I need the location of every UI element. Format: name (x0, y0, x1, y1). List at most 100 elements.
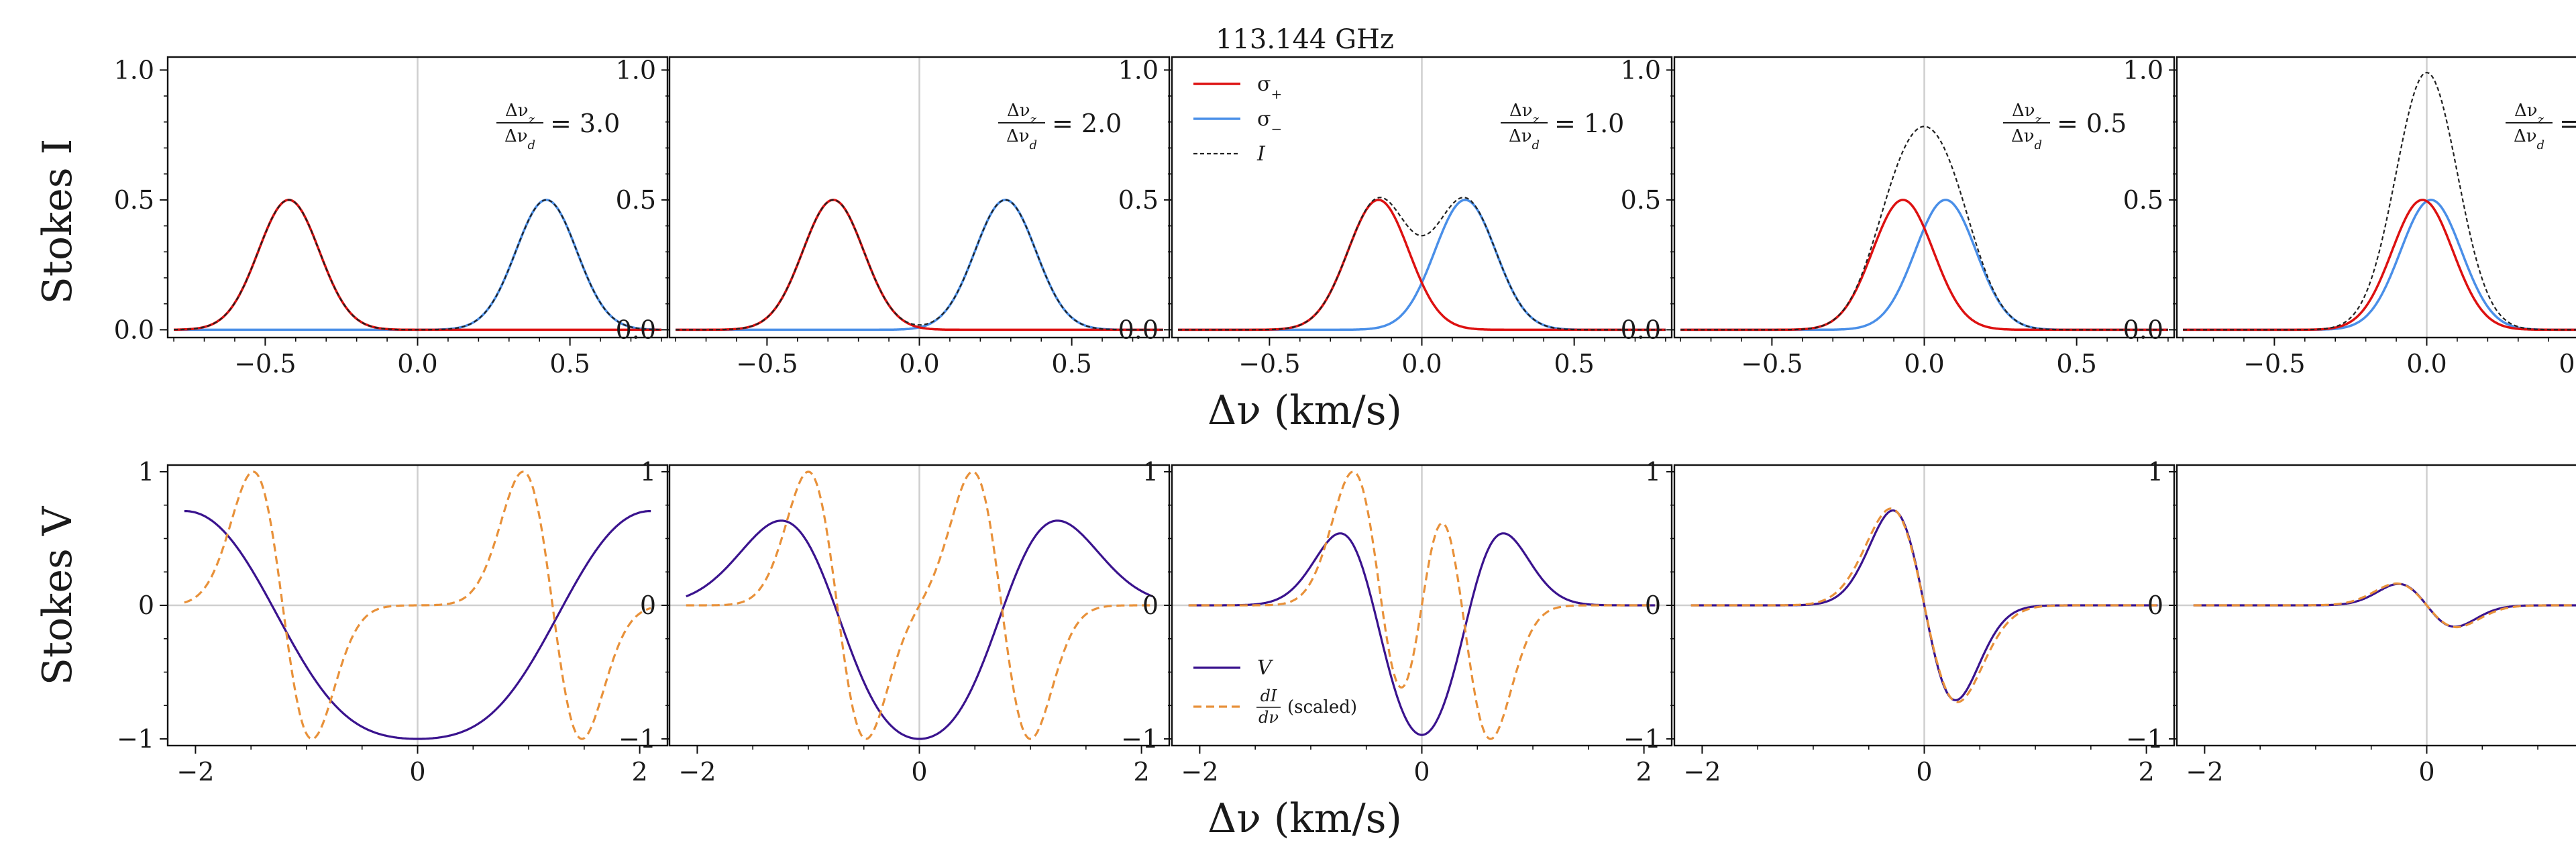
x-tick-label: 0.5 (1051, 349, 1091, 378)
ratio-numerator: Δνz (2012, 101, 2042, 127)
legend-label: σ+ (1257, 72, 1282, 102)
dI-dnu-line (2193, 582, 2576, 629)
stokes-i-line (1178, 197, 1666, 331)
legend-label: σ− (1257, 107, 1282, 137)
y-tick-label: 1.0 (1621, 55, 1661, 85)
legend-label: dI (1260, 687, 1277, 705)
legend-label: (scaled) (1287, 697, 1357, 717)
curves (686, 470, 1153, 740)
y-tick-label: 0.0 (1118, 315, 1159, 344)
xlabel-bottom: Δν (km/s) (1208, 795, 1402, 842)
curves (1188, 470, 1656, 740)
curves (1680, 125, 2168, 332)
x-tick-label: 0 (911, 757, 927, 787)
y-tick-label: 0 (1142, 591, 1159, 620)
y-tick-label: 0 (1645, 591, 1661, 620)
ratio-denominator: Δνd (1006, 126, 1037, 152)
y-tick-label: 0.5 (1621, 185, 1661, 215)
y-tick-label: 0 (640, 591, 656, 620)
sigma-minus-line (2183, 199, 2576, 332)
y-tick-label: 1.0 (114, 55, 154, 85)
x-tick-label: 0.5 (549, 349, 590, 378)
ratio-numerator: Δνz (1509, 101, 1540, 127)
stokes-v-panel-1: −2 0 2−101 (117, 457, 669, 787)
stokes-i-line (1680, 125, 2168, 331)
ratio-numerator: Δνz (2514, 101, 2544, 127)
x-tick-label: 0.5 (2559, 349, 2576, 378)
stokes-v-line (686, 519, 1153, 740)
x-tick-label: 0.0 (397, 349, 437, 378)
x-tick-label: 0 (1413, 757, 1430, 787)
y-tick-label: 0.0 (114, 315, 154, 344)
x-tick-label: 0.0 (1904, 349, 1944, 378)
x-tick-label: −0.5 (736, 349, 798, 378)
x-tick-label: −0.5 (2243, 349, 2305, 378)
stokes-v-line (184, 510, 651, 740)
curves (174, 199, 661, 332)
sigma-plus-line (2183, 199, 2576, 332)
y-tick-label: 1.0 (616, 55, 656, 85)
dI-dnu-line (184, 470, 651, 740)
x-tick-label: 0 (2418, 757, 2434, 787)
y-tick-label: 1 (1645, 457, 1661, 487)
y-tick-label: 1 (640, 457, 656, 487)
y-tick-label: −1 (619, 724, 656, 754)
y-tick-label: 0.5 (616, 185, 656, 215)
stokes-i-line (676, 199, 1163, 331)
y-tick-label: −1 (117, 724, 154, 754)
y-tick-label: 0 (2147, 591, 2163, 620)
y-tick-label: −1 (2126, 724, 2163, 754)
stokes-i-line (174, 199, 661, 331)
x-tick-label: −2 (1683, 757, 1721, 787)
row-label-stokes-v: Stokes V (34, 505, 81, 685)
x-tick-label: −0.5 (1238, 349, 1300, 378)
x-tick-label: −2 (678, 757, 716, 787)
dI-dnu-line (686, 470, 1153, 740)
y-tick-label: 1.0 (1118, 55, 1159, 85)
y-tick-label: 0.5 (1118, 185, 1159, 215)
curves (184, 470, 651, 740)
x-tick-label: 2 (1636, 757, 1652, 787)
y-tick-label: 1 (2147, 457, 2163, 487)
x-tick-label: −2 (176, 757, 214, 787)
ratio-denominator: Δνd (2514, 126, 2544, 152)
stokes-v-panel-4: −2 0 2−101 (1623, 457, 2176, 787)
ratio-value: = 0.1 (2559, 109, 2576, 138)
x-tick-label: 0.5 (2056, 349, 2096, 378)
ratio-value: = 3.0 (550, 109, 620, 138)
ratio-numerator: Δνz (1007, 101, 1037, 127)
x-tick-label: 2 (2139, 757, 2155, 787)
dI-dnu-line (1188, 470, 1656, 740)
x-tick-label: 2 (1134, 757, 1150, 787)
ratio-numerator: Δνz (505, 101, 535, 127)
x-tick-label: 0.0 (2406, 349, 2447, 378)
x-tick-label: −2 (1181, 757, 1218, 787)
x-tick-label: 0 (1916, 757, 1932, 787)
stokes-v-panel-5: −2 0 2−1 0 1 (2126, 457, 2576, 787)
y-tick-label: −1 (1121, 724, 1159, 754)
curves (1690, 507, 2158, 703)
legend-label: V (1257, 656, 1274, 680)
x-tick-label: 2 (632, 757, 648, 787)
y-tick-label: 1.0 (2123, 55, 2163, 85)
stokes-i-line (2183, 72, 2576, 331)
y-tick-label: 0.0 (1621, 315, 1661, 344)
y-tick-label: 0.0 (2123, 315, 2163, 344)
x-tick-label: 0.5 (1554, 349, 1594, 378)
y-tick-label: 0.5 (2123, 185, 2163, 215)
legend-label: I (1256, 142, 1266, 166)
ratio-denominator: Δνd (2011, 126, 2042, 152)
figure-title: 113.144 GHz (1216, 24, 1394, 55)
curves (2183, 72, 2576, 332)
y-tick-label: 1 (138, 457, 154, 487)
